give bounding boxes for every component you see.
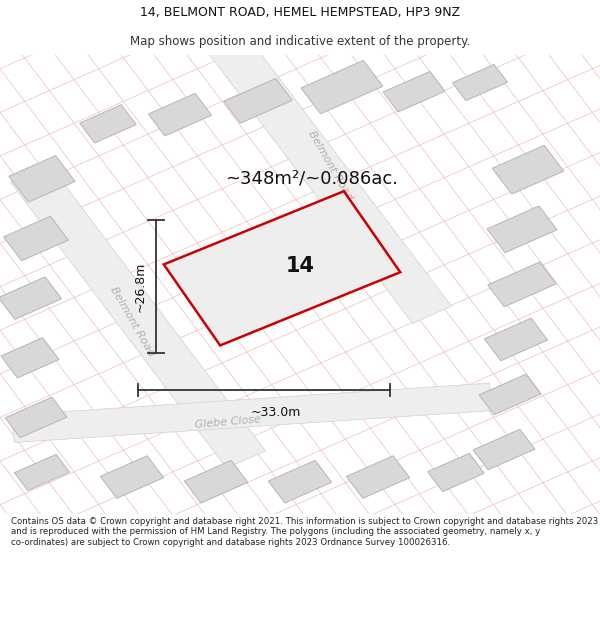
Polygon shape (11, 165, 265, 468)
Polygon shape (479, 374, 541, 415)
Polygon shape (148, 93, 212, 136)
Polygon shape (488, 262, 556, 307)
Text: ~33.0m: ~33.0m (251, 406, 301, 419)
Text: 14: 14 (286, 256, 314, 276)
Polygon shape (452, 64, 508, 101)
Polygon shape (492, 145, 564, 194)
Polygon shape (11, 383, 493, 442)
Text: ~26.8m: ~26.8m (134, 261, 147, 312)
Text: Map shows position and indicative extent of the property.: Map shows position and indicative extent… (130, 35, 470, 48)
Polygon shape (0, 277, 62, 319)
Polygon shape (184, 461, 248, 503)
Polygon shape (100, 456, 164, 498)
Polygon shape (301, 61, 383, 114)
Polygon shape (473, 429, 535, 470)
Polygon shape (484, 318, 548, 361)
Polygon shape (224, 79, 292, 123)
Polygon shape (173, 0, 451, 324)
Text: Belmont Road: Belmont Road (306, 129, 354, 202)
Text: 14, BELMONT ROAD, HEMEL HEMPSTEAD, HP3 9NZ: 14, BELMONT ROAD, HEMEL HEMPSTEAD, HP3 9… (140, 6, 460, 19)
Polygon shape (487, 206, 557, 252)
Polygon shape (346, 456, 410, 498)
Text: Belmont Road: Belmont Road (108, 284, 156, 357)
Polygon shape (4, 216, 68, 261)
Polygon shape (14, 454, 70, 491)
Text: Contains OS data © Crown copyright and database right 2021. This information is : Contains OS data © Crown copyright and d… (11, 517, 598, 547)
Polygon shape (428, 453, 484, 492)
Polygon shape (5, 397, 67, 437)
Polygon shape (164, 191, 400, 346)
Polygon shape (9, 156, 75, 202)
Polygon shape (268, 461, 332, 503)
Polygon shape (80, 105, 136, 143)
Text: ~348m²/~0.086ac.: ~348m²/~0.086ac. (226, 170, 398, 188)
Polygon shape (1, 338, 59, 378)
Polygon shape (383, 71, 445, 112)
Text: Glebe Close: Glebe Close (194, 414, 262, 430)
